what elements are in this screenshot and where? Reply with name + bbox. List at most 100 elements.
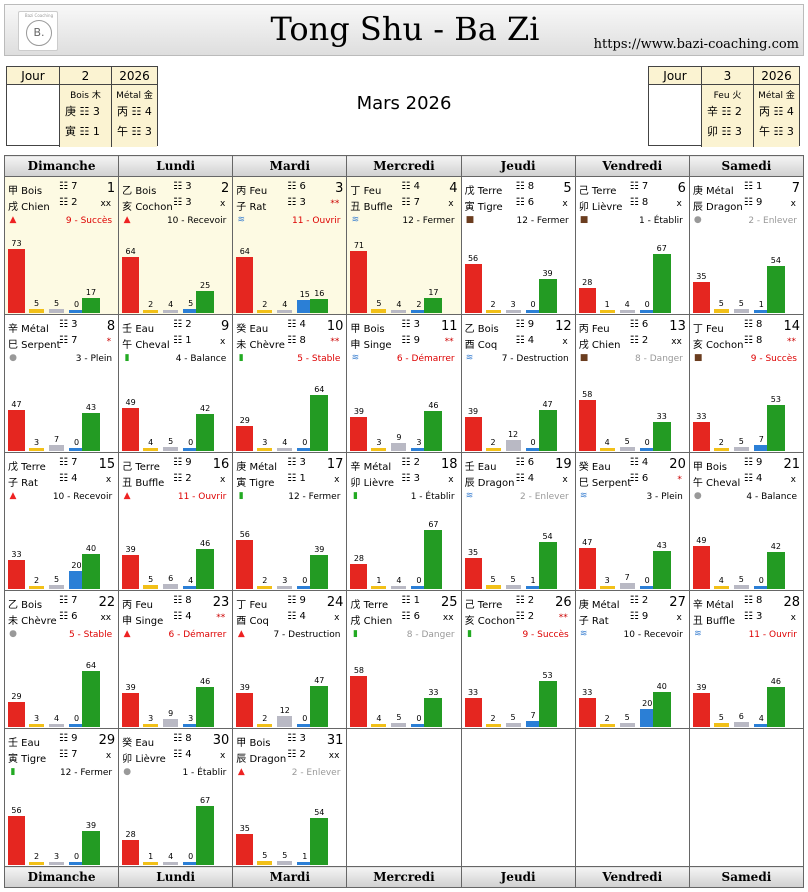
site-link[interactable]: https://www.bazi-coaching.com	[593, 37, 799, 52]
bar-value: 6	[738, 711, 744, 721]
day-officer: 2 - Enlever	[748, 216, 797, 226]
day-cell[interactable]: 甲 Bois 午 Cheval 21 x 4 - Balance ☷ 9 ☷ 4 ● 49 4 5 0…	[688, 452, 805, 591]
hexagram-number: 9	[71, 733, 78, 744]
day-cell[interactable]: 丙 Feu 子 Rat 3 ** 11 - Ouvrir ☷ 6 ☷ 3 ≋ 64 2 4 15 16	[232, 176, 348, 315]
bar-value: 40	[85, 543, 97, 553]
trigram-icon: ☷	[773, 105, 784, 118]
element-bar	[82, 553, 100, 589]
day-cell[interactable]: 丁 Feu 酉 Coq 24 x 7 - Destruction ☷ 9 ☷ 4 ▲ 39 2 12…	[232, 590, 348, 729]
element-bar	[350, 250, 368, 313]
day-mark: xx	[671, 337, 682, 347]
pillar-day-box: Bois 木 庚 ☷ 3 寅 ☷ 1	[59, 85, 111, 147]
bar-value: 58	[582, 390, 593, 400]
element-bars: 28 1 4 0 67	[122, 781, 227, 865]
trigram-icon: ☷	[131, 105, 142, 118]
logo[interactable]: Bazi Coaching B.	[18, 11, 58, 51]
day-cell[interactable]: 乙 Bois 未 Chèvre 22 xx 5 - Stable ☷ 7 ☷ 6 ● 29 3 4 0…	[3, 590, 120, 729]
day-cell[interactable]: 戊 Terre 子 Rat 15 x 10 - Recevoir ☷ 7 ☷ 4 ▲ 33 2 5 2…	[3, 452, 120, 591]
bar-value: 33	[582, 688, 593, 698]
element-bar	[49, 723, 64, 727]
bar-value: 56	[239, 529, 250, 539]
hexagram-h1: ☷ 9	[516, 319, 535, 330]
day-cell[interactable]: 丙 Feu 申 Singe 23 ** 6 - Démarrer ☷ 8 ☷ 4 ▲ 39 3 9 3…	[118, 590, 234, 729]
element-bar	[310, 685, 329, 727]
day-cell[interactable]: 辛 Métal 卯 Lièvre 18 x 1 - Établir ☷ 2 ☷ 3 ▮ 28 1 4…	[346, 452, 462, 591]
day-number: 25	[441, 595, 458, 610]
element-bar	[692, 546, 710, 589]
trigram-icon: ☷	[173, 197, 186, 208]
day-cell[interactable]: 甲 Bois 戌 Chien 1 xx 9 - Succès ☷ 7 ☷ 2 ▲ 73 5 5 0 17	[3, 176, 120, 315]
trigram-icon: ☷	[515, 197, 528, 208]
element-bar	[29, 862, 44, 865]
day-cell[interactable]: 戊 Terre 寅 Tigre 5 x 12 - Fermer ☷ 8 ☷ 6 ■ 56 2 3 0 3…	[460, 176, 576, 315]
hexagram-h1: ☷ 3	[173, 181, 192, 192]
day-cell[interactable]: 庚 Métal 辰 Dragon 7 x 2 - Enlever ☷ 1 ☷ 9 ● 35 5 5 1…	[688, 176, 805, 315]
day-cell[interactable]: 乙 Bois 亥 Cochon 2 x 10 - Recevoir ☷ 3 ☷ 3 ▲ 64 2 4…	[118, 176, 234, 315]
day-officer: 6 - Démarrer	[168, 630, 227, 640]
hexagram-h1: ☷ 1	[401, 595, 420, 606]
day-cell[interactable]: 壬 Eau 寅 Tigre 29 x 12 - Fermer ☷ 9 ☷ 7 ▮ 56 2 3 0 39	[3, 728, 120, 867]
day-cell[interactable]: 己 Terre 卯 Lièvre 6 x 1 - Établir ☷ 7 ☷ 8 ■ 28 1 4 0…	[574, 176, 690, 315]
element-bar	[143, 310, 159, 313]
day-cell[interactable]: 庚 Métal 子 Rat 27 x 10 - Recevoir ☷ 2 ☷ 9 ≋ 33 2 5 2…	[574, 590, 690, 729]
day-cell-content: 己 Terre 卯 Lièvre 6 x 1 - Établir ☷ 7 ☷ 8 ■ 28 1 4 0…	[576, 177, 689, 314]
day-cell[interactable]: 辛 Métal 丑 Buffle 28 x 11 - Ouvrir ☷ 8 ☷ 3 ≋ 39 5 6…	[688, 590, 805, 729]
empty-cell	[346, 728, 462, 867]
day-cell[interactable]: 丙 Feu 戌 Chien 13 xx 8 - Danger ☷ 6 ☷ 2 ■ 58 4 5 0 33	[574, 314, 690, 453]
bar-value: 4	[282, 437, 288, 447]
day-branch: 卯 Lièvre	[350, 478, 395, 489]
day-cell[interactable]: 戊 Terre 戌 Chien 25 xx 8 - Danger ☷ 1 ☷ 6 ▮ 58 4 5 0…	[346, 590, 462, 729]
day-cell[interactable]: 癸 Eau 巳 Serpent 20 * 3 - Plein ☷ 4 ☷ 6 ≋ 47 3 7 0 43	[574, 452, 690, 591]
element-bar	[464, 263, 482, 313]
element-bar	[257, 586, 273, 589]
element-bar	[8, 815, 25, 865]
hexagram-h1: ☷ 1	[744, 181, 763, 192]
trigram-icon: ☷	[721, 125, 732, 138]
day-cell[interactable]: 甲 Bois 申 Singe 11 ** 6 - Démarrer ☷ 3 ☷ 9 ≋ 39 3 9…	[346, 314, 462, 453]
bar-value: 28	[125, 830, 136, 840]
element-bar	[183, 308, 199, 313]
element-bar	[599, 724, 615, 727]
bar-value: 15	[299, 289, 310, 299]
element-bar	[652, 691, 671, 727]
day-officer: 6 - Démarrer	[396, 354, 455, 364]
trigram-icon: ☷	[287, 197, 300, 208]
day-cell[interactable]: 甲 Bois 辰 Dragon 31 xx 2 - Enlever ☷ 3 ☷ 2 ▲ 35 5 5…	[232, 728, 348, 867]
day-cell[interactable]: 丁 Feu 丑 Buffle 4 x 12 - Fermer ☷ 4 ☷ 7 ≋ 71 5 4 2 17	[346, 176, 462, 315]
day-cell[interactable]: 丁 Feu 亥 Cochon 14 ** 9 - Succès ☷ 8 ☷ 8 ■ 33 2 5 7 5…	[688, 314, 805, 453]
day-cell[interactable]: 壬 Eau 辰 Dragon 19 x 2 - Enlever ☷ 6 ☷ 4 ≋ 35 5 5 1 5…	[460, 452, 576, 591]
hexagram-h2: ☷ 8	[287, 335, 306, 346]
day-cell[interactable]: 庚 Métal 寅 Tigre 17 x 12 - Fermer ☷ 3 ☷ 1 ▮ 56 2 3 0…	[232, 452, 348, 591]
hexagram-number: 7	[641, 181, 649, 192]
day-number: 2	[221, 181, 230, 196]
day-cell[interactable]: 癸 Eau 未 Chèvre 10 ** 5 - Stable ☷ 4 ☷ 8 ▮ 29 3 4 0 6…	[232, 314, 348, 453]
day-stem: 壬 Eau	[464, 462, 497, 473]
day-branch: 午 Cheval	[692, 478, 741, 489]
day-cell[interactable]: 己 Terre 丑 Buffle 16 x 11 - Ouvrir ☷ 9 ☷ 2 ▲ 39 5 6…	[118, 452, 234, 591]
element-bar	[69, 571, 84, 589]
bar-value: 3	[510, 300, 516, 309]
element-bars: 35 5 5 1 54	[464, 505, 570, 589]
bar-value: 0	[73, 300, 80, 309]
trigram-icon: ☷	[59, 457, 72, 468]
day-cell[interactable]: 己 Terre 亥 Cochon 26 ** 9 - Succès ☷ 2 ☷ 2 ▮ 33 2 5…	[460, 590, 576, 729]
bar-value: 7	[53, 434, 60, 444]
day-cell[interactable]: 癸 Eau 卯 Lièvre 30 x 1 - Établir ☷ 8 ☷ 4 ● 28 1 4 0 6…	[118, 728, 234, 867]
bar-value: 1	[148, 852, 154, 861]
hexagram-number: 9	[527, 319, 535, 330]
bar-value: 5	[490, 574, 496, 584]
element-bar	[122, 692, 140, 727]
bar-value: 0	[644, 576, 650, 585]
day-cell[interactable]: 辛 Métal 巳 Serpent 8 * 3 - Plein ☷ 3 ☷ 7 ● 47 3 7 0 4…	[3, 314, 120, 453]
bar-value: 46	[200, 538, 211, 548]
day-number: 19	[555, 457, 572, 472]
bar-value: 33	[696, 412, 707, 422]
trigram-icon: ☷	[515, 335, 528, 346]
element-bar	[505, 310, 521, 313]
day-cell[interactable]: 乙 Bois 酉 Coq 12 x 7 - Destruction ☷ 9 ☷ 4 ≋ 39 2 1…	[460, 314, 576, 453]
bar-value: 73	[11, 239, 22, 248]
day-cell[interactable]: 壬 Eau 午 Cheval 9 x 4 - Balance ☷ 2 ☷ 1 ▮ 49 4 5 0 42	[118, 314, 234, 453]
element-bar	[82, 298, 100, 313]
weekday-header: Mercredi	[346, 155, 462, 177]
day-number: 22	[98, 595, 116, 610]
